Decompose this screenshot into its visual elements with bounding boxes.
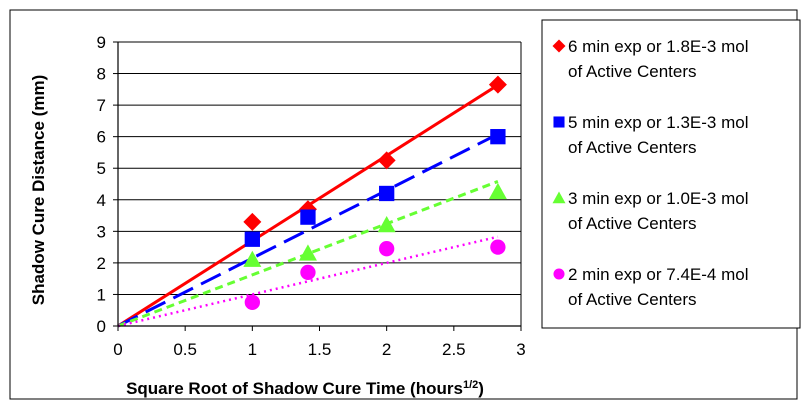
x-axis-title: Square Root of Shadow Cure Time (hours1/…	[126, 379, 484, 398]
x-axis-title-superscript: 1/2	[463, 379, 478, 391]
legend-label-series-4-line1: 2 min exp or 7.4E-4 mol	[568, 265, 748, 284]
data-point-circle	[553, 268, 565, 280]
x-axis-title-end: )	[478, 379, 484, 398]
data-point-square	[553, 116, 565, 128]
x-tick-label: 3	[516, 340, 525, 359]
data-point-triangle	[488, 182, 507, 200]
y-tick-label: 9	[97, 33, 106, 52]
legend: 6 min exp or 1.8E-3 mol of Active Centers…	[541, 19, 801, 329]
y-tick-label: 4	[97, 191, 106, 210]
y-tick-label: 5	[97, 159, 106, 178]
data-point-triangle	[552, 191, 566, 204]
x-tick-label: 0	[113, 340, 122, 359]
grid-lines	[118, 41, 521, 295]
data-point-square	[300, 209, 316, 225]
data-point-diamond	[552, 39, 566, 53]
data-point-diamond	[243, 212, 262, 231]
trendline-series-2	[117, 132, 499, 328]
y-axis-title: Shadow Cure Distance (mm)	[29, 75, 48, 306]
trendline-series-3	[117, 180, 499, 328]
y-tick-label: 2	[97, 254, 106, 273]
data-point-triangle	[377, 216, 396, 233]
data-point-diamond	[488, 75, 507, 94]
x-tick-label: 2	[382, 340, 391, 359]
legend-box	[541, 19, 801, 329]
legend-label-series-2-line1: 5 min exp or 1.3E-3 mol	[568, 113, 748, 132]
legend-label-series-1-line2: of Active Centers	[568, 62, 697, 81]
legend-label-series-3-line2: of Active Centers	[568, 214, 697, 233]
y-tick-label: 7	[97, 96, 106, 115]
x-axis-title-main: Square Root of Shadow Cure Time (hours	[126, 379, 463, 398]
legend-label-series-4-line2: of Active Centers	[568, 290, 697, 309]
y-tick-label: 8	[97, 65, 106, 84]
data-point-square	[490, 129, 506, 145]
data-point-circle	[490, 239, 506, 255]
x-tick-label: 2.5	[442, 340, 466, 359]
y-tick-label: 3	[97, 222, 106, 241]
data-points	[243, 75, 507, 310]
y-tick-label: 0	[97, 317, 106, 336]
data-point-triangle	[243, 250, 262, 267]
legend-label-series-2-line2: of Active Centers	[568, 138, 697, 157]
data-point-circle	[300, 264, 316, 281]
x-tick-label: 1.5	[308, 340, 332, 359]
x-tick-label: 1	[248, 340, 257, 359]
x-tick-label: 0.5	[173, 340, 197, 359]
data-point-circle	[244, 294, 260, 310]
data-point-diamond	[377, 151, 396, 170]
trendline-series-4	[117, 235, 499, 328]
data-point-square	[244, 231, 260, 247]
y-tick-label: 1	[97, 285, 106, 304]
legend-label-series-1-line1: 6 min exp or 1.8E-3 mol	[568, 37, 748, 56]
data-point-circle	[379, 241, 395, 257]
y-tick-label: 6	[97, 128, 106, 147]
axes	[113, 41, 522, 331]
data-point-triangle	[298, 244, 317, 261]
tick-labels: 0 1 2 3 4 5 6 7 8 9 0 0.5 1 1.5 2 2.5 3	[97, 33, 526, 359]
legend-label-series-3-line1: 3 min exp or 1.0E-3 mol	[568, 189, 748, 208]
data-point-square	[379, 185, 395, 202]
